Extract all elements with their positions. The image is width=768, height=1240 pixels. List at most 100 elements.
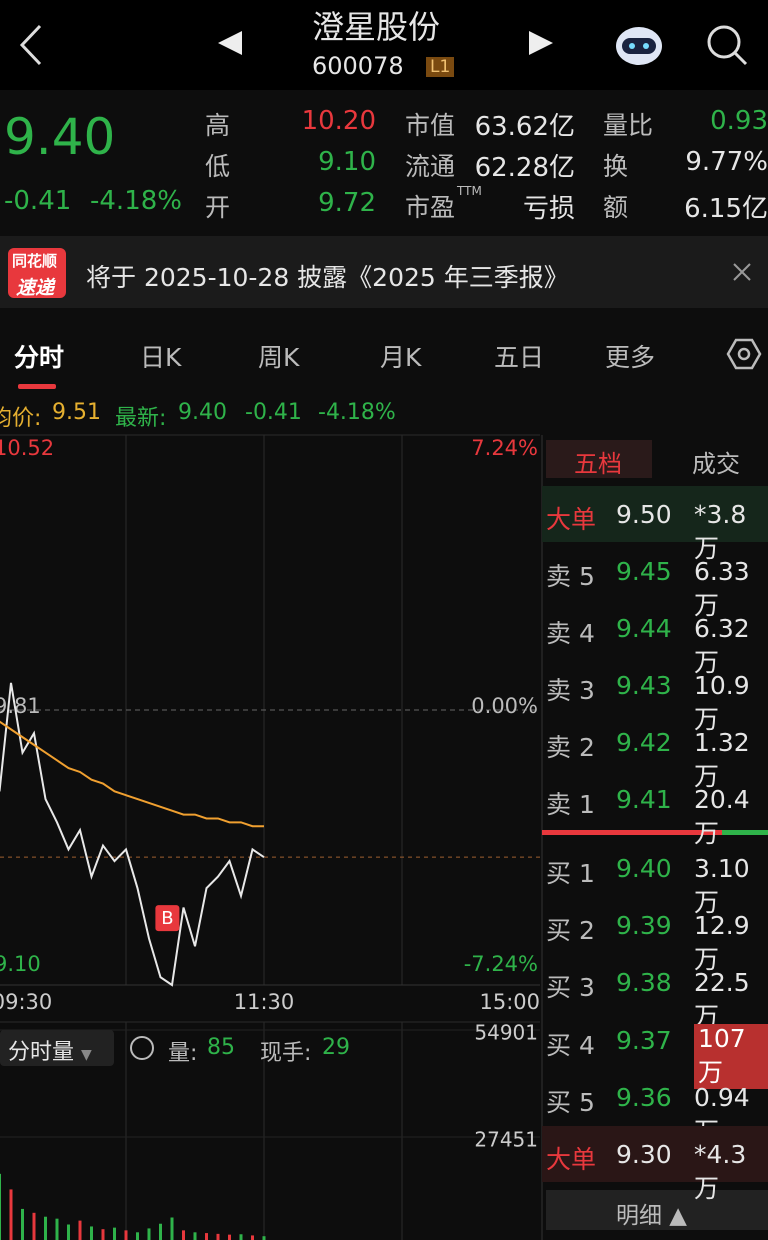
- volume-bar: [205, 1233, 208, 1240]
- banner-bg: [0, 236, 768, 308]
- assistant-icon[interactable]: [616, 27, 662, 65]
- stat-value: 亏损: [522, 194, 575, 224]
- ob-row: 卖 1 9.41 20.4万: [542, 771, 768, 848]
- volume-bar: [228, 1234, 231, 1240]
- hand-value: 29: [322, 1035, 350, 1060]
- vol-value: 85: [207, 1035, 235, 1060]
- y-tick-label: 54901: [474, 1021, 538, 1045]
- stat-label: 额: [603, 193, 629, 222]
- ob-label: 买 4: [546, 1031, 595, 1060]
- stat-value: 62.28亿: [474, 153, 575, 183]
- stat-label: 开: [205, 193, 231, 222]
- stat-value: 9.77%: [685, 147, 768, 177]
- detail-button[interactable]: 明细 ▲: [616, 1203, 687, 1229]
- trade-marker: [155, 905, 180, 932]
- ob-row: 卖 4 9.44 6.32万: [542, 600, 768, 677]
- volume-bar: [262, 1236, 266, 1240]
- trade-marker-label: B: [161, 908, 173, 929]
- banner-close[interactable]: [733, 263, 751, 281]
- y2-tick-label: 0.00%: [471, 694, 538, 718]
- tab[interactable]: 更多: [605, 343, 656, 372]
- volume-selector[interactable]: 分时量 ▼: [8, 1040, 92, 1065]
- tab[interactable]: 月K: [380, 343, 422, 372]
- volume-bar: [101, 1229, 105, 1240]
- ob-tab[interactable]: 五档: [574, 450, 622, 478]
- ob-price: 9.42: [616, 728, 672, 757]
- detail-text: 明细: [616, 1203, 662, 1229]
- ob-volume: 3.10万: [694, 854, 750, 917]
- x-tick-label: 15:00: [479, 990, 540, 1014]
- avg-value: 9.51: [52, 400, 101, 425]
- stat-value: 10.20: [301, 106, 376, 136]
- volume-bar: [170, 1217, 174, 1240]
- volume-bar: [67, 1224, 70, 1240]
- volume-bar: [239, 1234, 243, 1240]
- ob-label: 大单: [546, 1145, 597, 1174]
- volume-bar: [124, 1230, 128, 1240]
- ob-row: 买 2 9.39 12.9万: [542, 897, 768, 974]
- avg-label: 均价:: [0, 406, 42, 431]
- x-tick-label: 11:30: [234, 990, 295, 1014]
- prev-stock[interactable]: [218, 31, 242, 55]
- y2-tick-label: -7.24%: [464, 952, 538, 976]
- settings-button[interactable]: [726, 338, 762, 370]
- ob-row: 买 3 9.38 22.5万: [542, 954, 768, 1031]
- stat-label: 市盈: [405, 193, 456, 222]
- ob-row: 大单 9.50 *3.8万: [542, 486, 768, 563]
- volume-bar: [251, 1235, 254, 1240]
- ob-volume: 107万: [694, 1024, 768, 1089]
- ob-price: 9.36: [616, 1083, 672, 1112]
- ob-price: 9.40: [616, 854, 672, 883]
- stat-label: 流通: [405, 152, 456, 181]
- banner-text[interactable]: 将于 2025-10-28 披露《2025 年三季报》: [86, 263, 569, 292]
- ob-price: 9.39: [616, 911, 672, 940]
- banner-logo: [8, 248, 66, 298]
- stat-value: 63.62亿: [474, 112, 575, 142]
- volume-bar: [136, 1232, 139, 1240]
- volume-bar: [9, 1189, 13, 1240]
- ob-row: 买 59.360.94万: [542, 1069, 768, 1146]
- ob-label: 卖 2: [546, 733, 595, 762]
- last-value: 9.40: [178, 400, 227, 425]
- help-icon[interactable]: [130, 1036, 154, 1060]
- ob-price: 9.44: [616, 614, 672, 643]
- search-button[interactable]: [707, 25, 748, 66]
- tab[interactable]: 分时: [14, 343, 65, 372]
- y-tick-label: 9.10: [0, 952, 41, 976]
- ob-volume: 10.9万: [694, 671, 750, 734]
- ob-volume: 12.9万: [694, 911, 750, 974]
- tab[interactable]: 五日: [494, 343, 545, 372]
- ob-price: 9.50: [616, 500, 672, 529]
- volume-bar: [182, 1230, 185, 1240]
- next-stock[interactable]: [529, 31, 553, 55]
- ob-row: 卖 2 9.42 1.32万: [542, 714, 768, 791]
- tab[interactable]: 日K: [140, 343, 182, 372]
- ob-label: 卖 5: [546, 562, 595, 591]
- detail-bg: [546, 1190, 768, 1230]
- ob-volume: *3.8万: [694, 500, 747, 563]
- ob-label: 买 5: [546, 1088, 595, 1117]
- last-price: 9.40: [4, 108, 116, 166]
- stock-name: 澄星股份: [312, 8, 441, 46]
- ob-volume: 22.5万: [694, 968, 750, 1031]
- volume-bar: [44, 1216, 47, 1240]
- volume-bar: [78, 1220, 82, 1240]
- ob-tab[interactable]: 成交: [692, 450, 740, 478]
- back-button[interactable]: [19, 24, 42, 66]
- volume-bar: [21, 1208, 24, 1240]
- y-tick-label: 9.81: [0, 694, 41, 718]
- stat-label: 换: [603, 152, 629, 181]
- tab[interactable]: 周K: [258, 343, 300, 372]
- series-line: [0, 682, 265, 987]
- ob-volume: *4.3万: [694, 1140, 747, 1203]
- stat-value: 9.10: [318, 147, 376, 177]
- volume-bar: [32, 1212, 36, 1240]
- series-line: [0, 720, 264, 828]
- x-tick-label: 09:30: [0, 990, 52, 1014]
- stat-value: 0.93: [710, 106, 768, 136]
- ob-volume: 1.32万: [694, 728, 750, 791]
- ob-price: 9.41: [616, 785, 672, 814]
- ob-row: 卖 3 9.43 10.9万: [542, 657, 768, 734]
- ob-volume: 6.32万: [694, 614, 750, 677]
